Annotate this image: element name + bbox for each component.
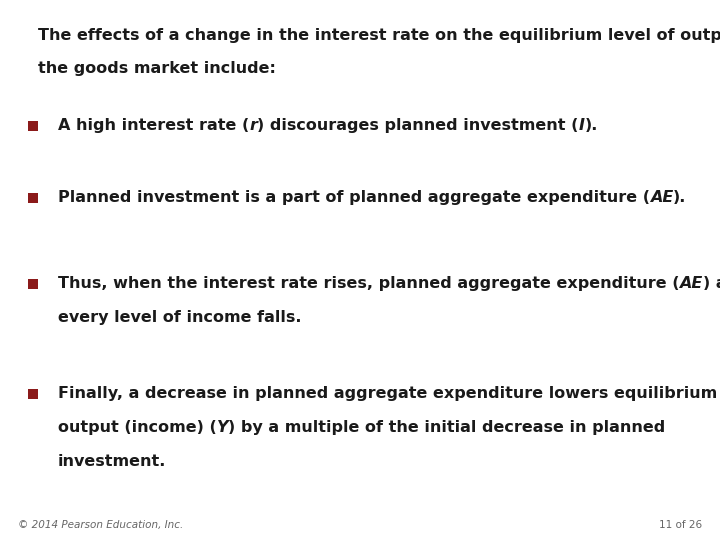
Text: ) at: ) at: [703, 276, 720, 291]
Text: r: r: [249, 118, 257, 133]
Text: I: I: [578, 118, 585, 133]
Text: Planned investment is a part of planned aggregate expenditure (: Planned investment is a part of planned …: [58, 190, 650, 205]
Text: ) discourages planned investment (: ) discourages planned investment (: [257, 118, 578, 133]
Text: investment.: investment.: [58, 454, 166, 469]
Text: ) by a multiple of the initial decrease in planned: ) by a multiple of the initial decrease …: [228, 420, 665, 435]
FancyBboxPatch shape: [28, 279, 38, 289]
FancyBboxPatch shape: [28, 121, 38, 131]
Text: output (income) (: output (income) (: [58, 420, 217, 435]
Text: Thus, when the interest rate rises, planned aggregate expenditure (: Thus, when the interest rate rises, plan…: [58, 276, 680, 291]
Text: © 2014 Pearson Education, Inc.: © 2014 Pearson Education, Inc.: [18, 520, 184, 530]
Text: every level of income falls.: every level of income falls.: [58, 310, 302, 325]
Text: A high interest rate (: A high interest rate (: [58, 118, 249, 133]
FancyBboxPatch shape: [28, 193, 38, 203]
Text: The effects of a change in the interest rate on the equilibrium level of output : The effects of a change in the interest …: [38, 28, 720, 43]
Text: AE: AE: [680, 276, 703, 291]
Text: Y: Y: [217, 420, 228, 435]
Text: ).: ).: [585, 118, 598, 133]
Text: 11 of 26: 11 of 26: [659, 520, 702, 530]
Text: Finally, a decrease in planned aggregate expenditure lowers equilibrium: Finally, a decrease in planned aggregate…: [58, 386, 717, 401]
Text: AE: AE: [650, 190, 673, 205]
Text: ).: ).: [673, 190, 687, 205]
FancyBboxPatch shape: [28, 389, 38, 399]
Text: the goods market include:: the goods market include:: [38, 61, 276, 76]
